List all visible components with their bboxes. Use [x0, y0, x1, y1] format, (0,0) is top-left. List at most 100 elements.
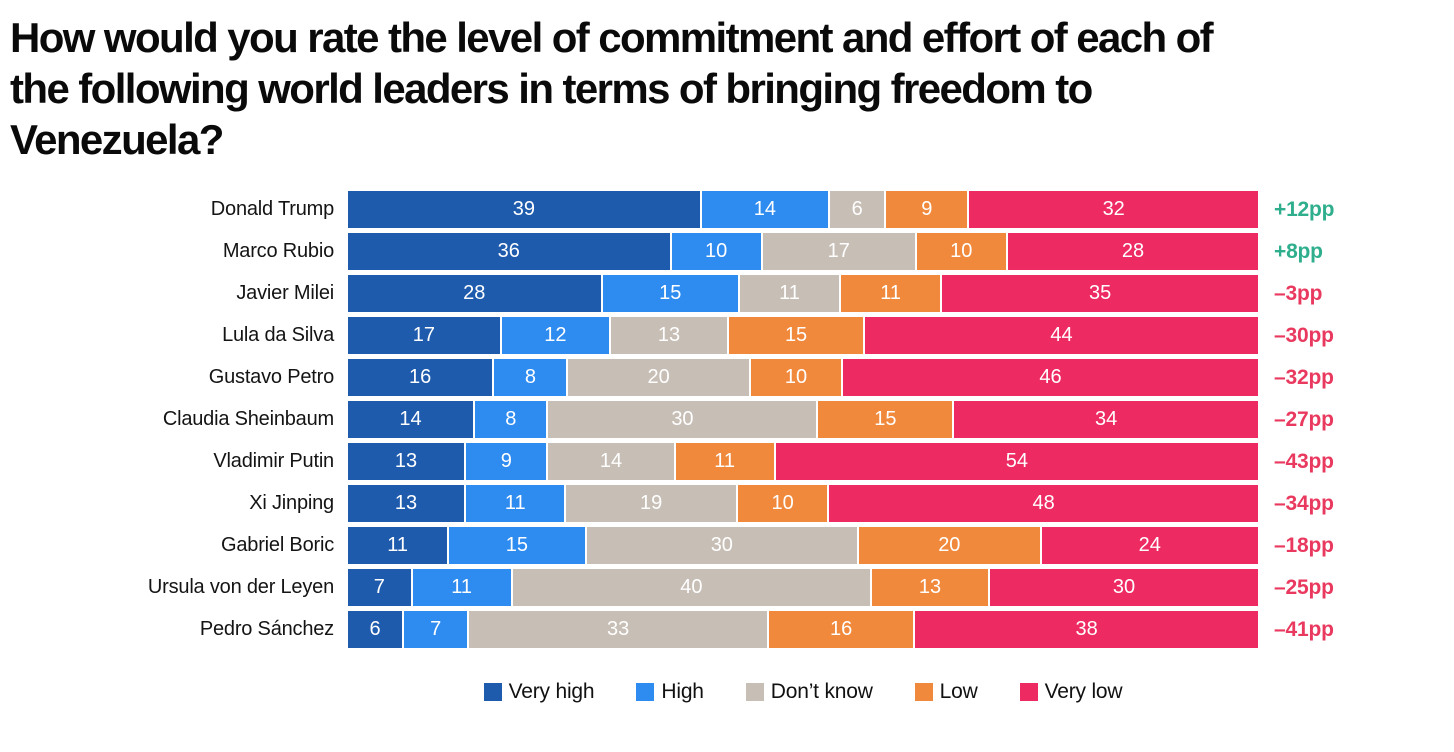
segment-value: 11: [504, 492, 526, 514]
chart-rows: Donald Trump 39 14 6 9 32 +12pp Marco Rubio 36 10…: [10, 191, 1454, 648]
legend-item: Low: [914, 680, 978, 704]
legend-label: Don’t know: [770, 680, 873, 703]
chart-legend: Very high High Don’t know Low Very low: [348, 680, 1258, 704]
stacked-bar: 36 10 17 10 28: [348, 233, 1259, 270]
segment-value: 11: [779, 282, 800, 304]
segment-value: 8: [505, 408, 517, 430]
bar-segment: 34: [954, 401, 1258, 438]
row-label: Ursula von der Leyen: [147, 576, 334, 598]
segment-value: 30: [710, 534, 733, 556]
legend-label: Very low: [1044, 680, 1123, 703]
net-change-label: –43pp: [1274, 449, 1334, 473]
stacked-bar: 11 15 30 20 24: [348, 527, 1258, 564]
segment-value: 14: [753, 198, 777, 220]
stacked-bar: 7 11 40 13 30: [348, 569, 1258, 606]
segment-value: 54: [1005, 450, 1028, 472]
segment-value: 13: [657, 324, 681, 346]
net-change-label: –41pp: [1274, 617, 1334, 641]
bar-segment: 44: [865, 317, 1258, 354]
net-change-label: –27pp: [1274, 407, 1334, 431]
segment-value: 33: [606, 618, 630, 640]
row-label: Claudia Sheinbaum: [162, 408, 334, 430]
bar-segment: 30: [548, 401, 817, 438]
bar-segment: 10: [671, 233, 761, 270]
bar-segment: 32: [969, 191, 1259, 228]
stacked-bar: 14 8 30 15 34: [348, 401, 1258, 438]
segment-value: 48: [1032, 492, 1055, 514]
bar-segment: 15: [602, 275, 738, 312]
chart-row: Ursula von der Leyen 7 11 40 13 30 –25pp: [10, 569, 1454, 606]
bar-segment: 11: [739, 275, 840, 312]
bar-segment: 13: [348, 485, 465, 522]
stacked-bar: 16 8 20 10 46: [348, 359, 1258, 396]
chart-row: Donald Trump 39 14 6 9 32 +12pp: [10, 191, 1454, 228]
net-change-label: –30pp: [1274, 323, 1334, 347]
bar-segment: 36: [348, 233, 670, 270]
segment-value: 20: [647, 366, 670, 388]
segment-value: 10: [771, 492, 794, 514]
net-change-label: –25pp: [1274, 575, 1334, 599]
page-title-line-3: Venezuela?: [10, 116, 224, 163]
segment-value: 6: [369, 618, 381, 640]
bar-segment: 7: [348, 569, 411, 606]
chart-row: Javier Milei 28 15 11 11 35 –3pp: [10, 275, 1454, 312]
bar-segment: 17: [348, 317, 500, 354]
segment-value: 9: [500, 450, 512, 472]
segment-value: 14: [599, 450, 623, 472]
segment-value: 15: [874, 408, 897, 430]
bar-segment: 14: [348, 401, 474, 438]
row-label: Javier Milei: [236, 282, 334, 304]
legend-label: Low: [939, 680, 978, 703]
segment-value: 11: [880, 282, 902, 304]
segment-value: 12: [544, 324, 567, 346]
segment-value: 19: [640, 492, 663, 514]
bar-segment: 16: [768, 611, 914, 648]
segment-value: 32: [1102, 198, 1125, 220]
page-title-line-1: How would you rate the level of commitme…: [10, 14, 1214, 61]
bar-segment: 24: [1041, 527, 1258, 564]
stacked-bar: 13 9 14 11 54: [348, 443, 1258, 480]
bar-segment: 20: [568, 359, 749, 396]
segment-value: 14: [399, 408, 422, 430]
row-label: Vladimir Putin: [213, 450, 334, 472]
legend-swatch: [483, 683, 502, 701]
chart-row: Lula da Silva 17 12 13 15 44 –30pp: [10, 317, 1454, 354]
bar-segment: 33: [469, 611, 767, 648]
bar-segment: 10: [738, 485, 828, 522]
stacked-bar: 28 15 11 11 35: [348, 275, 1258, 312]
bar-segment: 10: [750, 359, 842, 396]
bar-segment: 14: [701, 191, 829, 228]
segment-value: 35: [1089, 282, 1112, 304]
row-label: Pedro Sánchez: [199, 618, 334, 640]
chart-row: Pedro Sánchez 6 7 33 16 38 –41pp: [10, 611, 1454, 648]
row-label: Marco Rubio: [222, 240, 334, 262]
segment-value: 7: [430, 618, 442, 640]
row-label: Gabriel Boric: [221, 534, 334, 556]
chart-row: Vladimir Putin 13 9 14 11 54 –43pp: [10, 443, 1454, 480]
segment-value: 30: [1112, 576, 1136, 598]
bar-segment: 7: [404, 611, 468, 648]
bar-segment: 9: [466, 443, 547, 480]
bar-segment: 40: [512, 569, 870, 606]
bar-segment: 46: [843, 359, 1258, 396]
bar-segment: 10: [916, 233, 1006, 270]
bar-segment: 11: [675, 443, 774, 480]
stacked-bar: 13 11 19 10 48: [348, 485, 1258, 522]
chart-row: Claudia Sheinbaum 14 8 30 15 34 –27pp: [10, 401, 1454, 438]
segment-value: 7: [373, 576, 385, 598]
row-label: Xi Jinping: [249, 492, 334, 514]
segment-value: 15: [505, 534, 528, 556]
segment-value: 16: [409, 366, 432, 388]
segment-value: 24: [1138, 534, 1161, 556]
bar-segment: 17: [762, 233, 915, 270]
segment-value: 11: [387, 534, 408, 556]
net-change-label: +12pp: [1274, 197, 1335, 221]
segment-value: 13: [918, 576, 942, 598]
bar-segment: 6: [348, 611, 403, 648]
stacked-bar-chart: Donald Trump 39 14 6 9 32 +12pp Marco Rubio 36 10…: [10, 191, 1454, 704]
bar-segment: 30: [990, 569, 1258, 606]
legend-swatch: [636, 683, 655, 701]
legend-swatch: [914, 683, 933, 701]
legend-swatch: [1019, 683, 1038, 701]
